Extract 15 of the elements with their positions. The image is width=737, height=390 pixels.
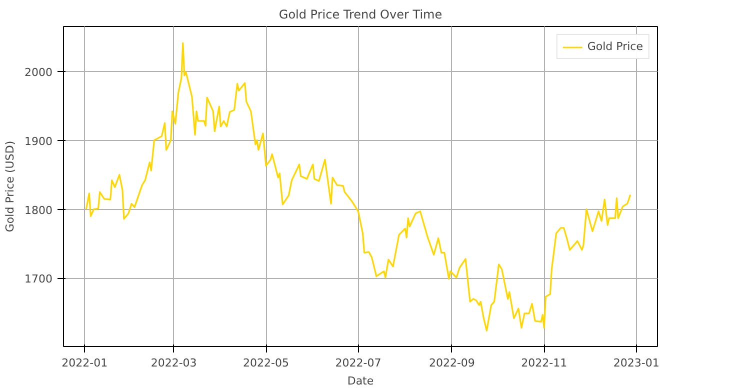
x-tick-label: 2022-07 bbox=[335, 356, 382, 370]
x-tick-label: 2023-01 bbox=[613, 356, 660, 370]
x-tick-label: 2022-05 bbox=[243, 356, 290, 370]
x-tick-label: 2022-09 bbox=[428, 356, 475, 370]
y-tick-label: 1900 bbox=[24, 134, 53, 148]
y-axis-title: Gold Price (USD) bbox=[4, 140, 17, 232]
chart-title: Gold Price Trend Over Time bbox=[278, 8, 442, 22]
x-axis-title: Date bbox=[347, 374, 374, 388]
legend-label: Gold Price bbox=[587, 40, 643, 53]
x-tick-label: 2022-03 bbox=[150, 356, 197, 370]
y-tick-label: 2000 bbox=[24, 66, 53, 79]
x-tick-label: 2022-11 bbox=[521, 356, 568, 370]
y-tick-label: 1800 bbox=[24, 204, 53, 217]
x-tick-label: 2022-01 bbox=[62, 356, 108, 370]
y-tick-label: 1700 bbox=[24, 272, 53, 286]
